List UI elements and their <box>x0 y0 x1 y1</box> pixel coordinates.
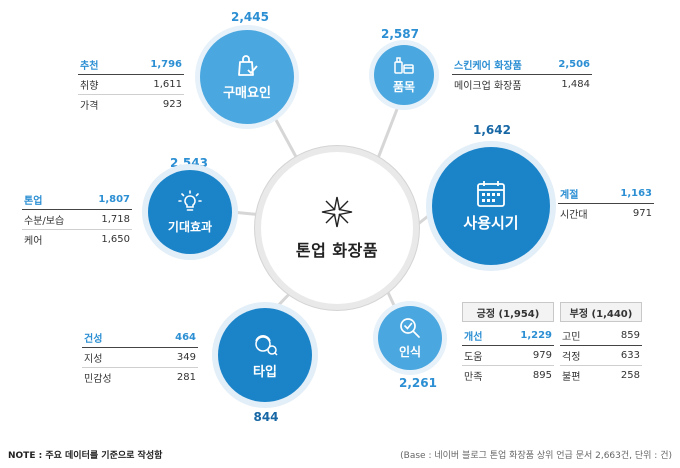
effect-bubble: 기대효과 <box>148 170 232 254</box>
table-row: 만족 895 <box>464 370 552 383</box>
table-row: 수분/보습 1,718 <box>22 210 132 230</box>
connector-items <box>373 103 401 167</box>
table-row: 걱정 633 <box>560 346 642 366</box>
connector-purchase <box>274 119 303 167</box>
perception-count: 2,261 <box>399 376 437 390</box>
items-count: 2,587 <box>381 27 419 41</box>
purchase-count: 2,445 <box>231 10 269 24</box>
purchase-label: 구매요인 <box>223 85 271 101</box>
table-row: 개선 1,229 <box>462 326 554 346</box>
sparkle-icon <box>321 196 353 228</box>
lightbulb-icon <box>178 189 202 211</box>
table-row: 고민 859 <box>560 326 642 346</box>
purchase-table: 추천 1,796 취향 1,611 가격 923 <box>78 55 184 114</box>
table-row: 스킨케어 화장품 2,506 <box>452 55 592 75</box>
connector-effect <box>231 210 264 217</box>
table-row: 가격 923 <box>80 99 182 112</box>
connector-timing <box>412 211 433 230</box>
face-person-icon <box>255 334 278 356</box>
table-row: 계절 1,163 <box>558 184 654 204</box>
center-node: 톤업 화장품 <box>261 152 413 304</box>
effect-table: 톤업 1,807 수분/보습 1,718 케어 1,650 <box>22 190 132 249</box>
table-row: 취향 1,611 <box>78 75 184 95</box>
type-label: 타입 <box>253 364 277 380</box>
table-row: 시간대 971 <box>560 208 652 221</box>
timing-count: 1,642 <box>473 123 511 137</box>
table-row: 케어 1,650 <box>24 234 130 247</box>
table-row: 톤업 1,807 <box>22 190 132 210</box>
purchase-bubble: 구매요인 <box>200 30 294 124</box>
negative-header: 부정 (1,440) <box>560 302 642 322</box>
positive-header: 긍정 (1,954) <box>462 302 554 322</box>
items-table: 스킨케어 화장품 2,506 메이크업 화장품 1,484 <box>452 55 592 94</box>
type-table: 건성 464 지성 349 민감성 281 <box>82 328 198 387</box>
table-row: 메이크업 화장품 1,484 <box>454 79 590 92</box>
cosmetic-products-icon <box>394 56 414 74</box>
timing-label: 사용시기 <box>463 213 519 232</box>
base-caption: (Base : 네이버 블로그 톤업 화장품 상위 언급 문서 2,663건, … <box>400 451 672 461</box>
perception-label: 인식 <box>398 344 422 359</box>
perception-negative-table: 부정 (1,440) 고민 859 걱정 633 불편 258 <box>560 302 642 385</box>
perception-bubble: 인식 <box>378 306 442 370</box>
shopping-bag-check-icon <box>238 54 258 76</box>
effect-count: 2,543 <box>170 156 208 170</box>
type-count: 844 <box>253 410 279 424</box>
table-row: 도움 979 <box>462 346 554 366</box>
table-row: 추천 1,796 <box>78 55 184 75</box>
items-label: 품목 <box>392 79 416 94</box>
table-row: 민감성 281 <box>84 372 196 385</box>
calendar-icon <box>477 180 505 207</box>
center-title: 톤업 화장품 <box>295 241 379 260</box>
effect-label: 기대효과 <box>167 219 213 234</box>
magnifier-check-icon <box>400 317 420 338</box>
timing-table: 계절 1,163 시간대 971 <box>558 184 654 223</box>
table-row: 지성 349 <box>82 348 198 368</box>
type-bubble: 타입 <box>218 308 312 402</box>
timing-bubble: 사용시기 <box>432 147 550 265</box>
items-bubble: 품목 <box>374 45 434 105</box>
table-row: 건성 464 <box>82 328 198 348</box>
footnote: NOTE : 주요 데이터를 기준으로 작성함 <box>8 451 163 461</box>
table-row: 불편 258 <box>562 370 640 383</box>
perception-positive-table: 긍정 (1,954) 개선 1,229 도움 979 만족 895 <box>462 302 554 385</box>
